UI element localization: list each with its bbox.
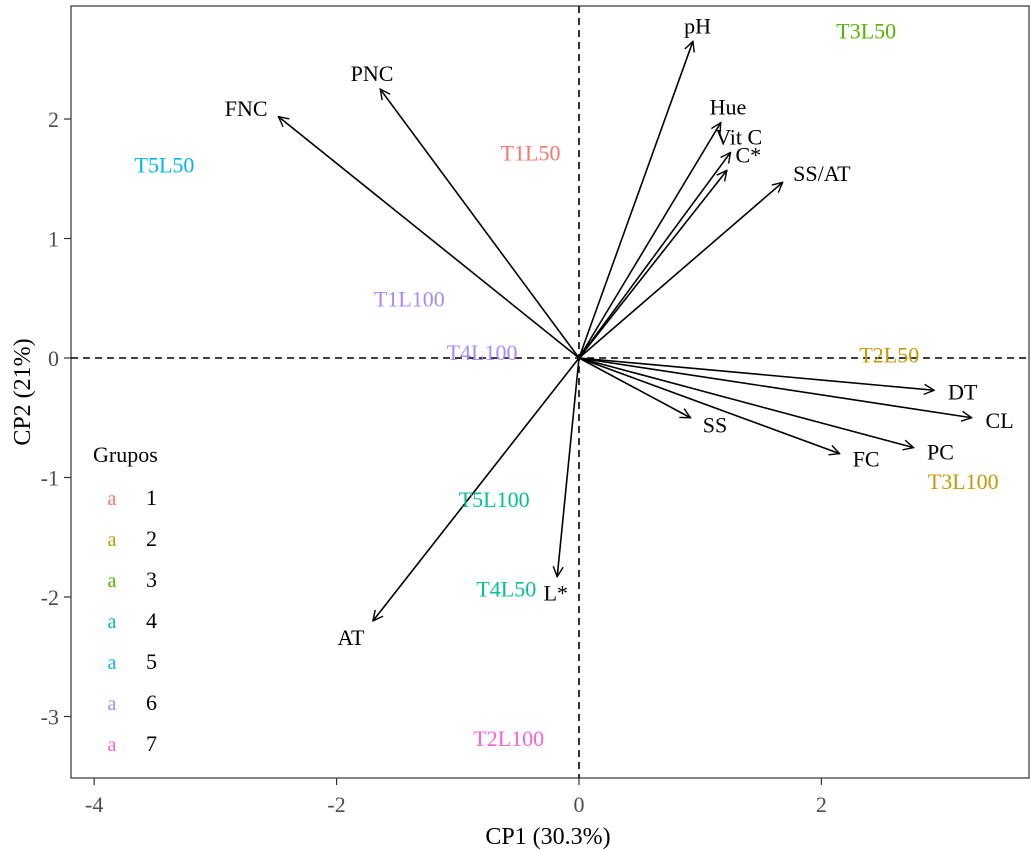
x-axis-ticks: -4 -2 0 2 [85,778,827,817]
arrow-c [578,170,727,359]
plot-panel-border [70,5,1030,779]
variable-label-pc: PC [927,439,954,464]
variable-label-pnc: PNC [351,61,394,86]
legend-item-label-1: 1 [146,485,157,510]
legend-item-label-3: 3 [146,567,157,592]
arrow-at [373,357,580,621]
observation-label-t4l50: T4L50 [476,577,536,602]
y-axis-title: CP2 (21%) [10,338,36,445]
observation-label-t4l100: T4L100 [447,340,518,365]
observation-label-t5l50: T5L50 [135,152,195,177]
legend-key-7: a [108,734,117,756]
legend: Grupos a 1 a 2 a 3 a 4 a 5 a 6 a 7 [93,442,158,756]
observation-label-t1l100: T1L100 [374,286,445,311]
x-tick-label: -2 [327,792,345,817]
variable-label-cl: CL [986,408,1014,433]
variable-labels: pH Hue Vit CC* SS/AT PNC FNC AT L* SS FC PC CL DT [225,13,1014,650]
legend-key-6: a [108,693,117,715]
legend-key-3: a [108,570,117,592]
y-tick-label: -2 [41,585,59,610]
y-tick-label: 1 [48,227,59,252]
legend-key-4: a [108,611,117,633]
arrow-fnc [278,117,580,359]
arrow-vit-c [578,152,731,359]
observation-labels: T3L50 T1L50 T5L50 T1L100 T4L100 T2L50 T3L100 T5… [135,19,999,751]
arrow-l [557,357,580,577]
observation-label-t5l100: T5L100 [459,487,530,512]
legend-item-label-4: 4 [146,608,157,633]
arrow-pnc [380,89,580,359]
arrow-cl [578,357,972,418]
observation-label-t3l50: T3L50 [836,19,896,44]
variable-label-c: C* [735,142,761,167]
x-tick-label: 0 [574,792,585,817]
arrow-dt [578,357,934,390]
x-tick-label: 2 [816,792,827,817]
legend-key-2: a [108,529,117,551]
arrow-hue [578,123,721,359]
legend-item-label-7: 7 [146,731,157,756]
x-tick-label: -4 [85,792,103,817]
legend-key-5: a [108,652,117,674]
variable-label-at: AT [338,625,365,650]
arrow-pc [578,357,914,448]
x-axis-title: CP1 (30.3%) [485,824,610,850]
legend-item-label-6: 6 [146,690,157,715]
arrow-ss-at [578,182,783,359]
legend-item-label-2: 2 [146,526,157,551]
variable-label-ss: SS [703,412,727,437]
observation-label-t1l50: T1L50 [501,140,561,165]
y-tick-label: 0 [48,346,59,371]
variable-arrows [278,41,971,621]
legend-key-1: a [108,488,117,510]
variable-label-fc: FC [853,446,880,471]
variable-label-hue: Hue [710,95,747,120]
variable-label-dt: DT [948,380,978,405]
arrow-fc [578,357,840,454]
variable-label-ss-at: SS/AT [793,161,851,186]
variable-label-ph: pH [684,13,711,38]
variable-label-vit-c: Vit C [715,124,762,149]
legend-title: Grupos [93,442,158,467]
y-axis-ticks: -3 -2 -1 0 1 2 [41,107,71,730]
variable-label-fnc: FNC [225,96,268,121]
arrow-ss [578,357,691,418]
arrow-ph [578,41,693,359]
observation-label-t2l50: T2L50 [859,342,919,367]
observation-label-t2l100: T2L100 [473,726,544,751]
observation-label-t3l100: T3L100 [928,469,999,494]
y-tick-label: -3 [41,705,59,730]
y-tick-label: -1 [41,466,59,491]
legend-item-label-5: 5 [146,649,157,674]
variable-label-l: L* [544,581,568,606]
y-tick-label: 2 [48,107,59,132]
